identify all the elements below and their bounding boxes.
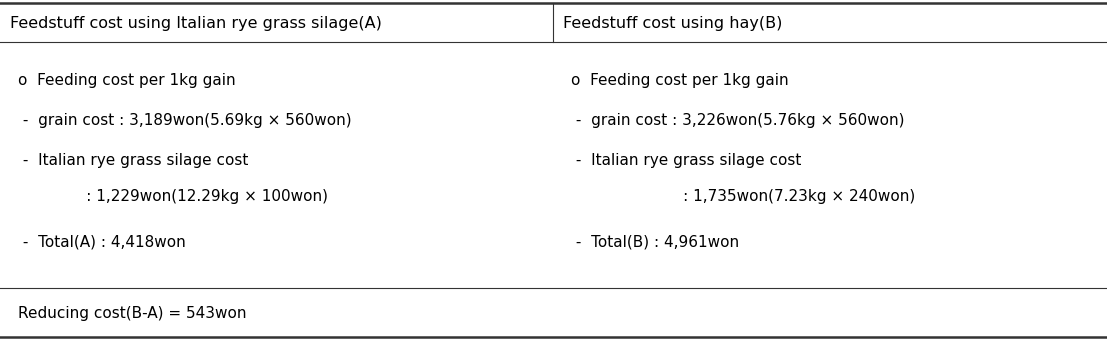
Text: -  Italian rye grass silage cost: - Italian rye grass silage cost bbox=[18, 153, 248, 168]
Text: Reducing cost(B-A) = 543won: Reducing cost(B-A) = 543won bbox=[18, 306, 247, 321]
Text: Feedstuff cost using Italian rye grass silage(A): Feedstuff cost using Italian rye grass s… bbox=[10, 16, 382, 31]
Text: : 1,735won(7.23kg × 240won): : 1,735won(7.23kg × 240won) bbox=[571, 188, 915, 204]
Text: o  Feeding cost per 1kg gain: o Feeding cost per 1kg gain bbox=[571, 72, 788, 87]
Text: -  Total(A) : 4,418won: - Total(A) : 4,418won bbox=[18, 235, 186, 250]
Text: -  grain cost : 3,189won(5.69kg × 560won): - grain cost : 3,189won(5.69kg × 560won) bbox=[18, 113, 352, 128]
Text: -  Total(B) : 4,961won: - Total(B) : 4,961won bbox=[571, 235, 739, 250]
Text: : 1,229won(12.29kg × 100won): : 1,229won(12.29kg × 100won) bbox=[18, 188, 328, 204]
Text: o  Feeding cost per 1kg gain: o Feeding cost per 1kg gain bbox=[18, 72, 236, 87]
Text: -  grain cost : 3,226won(5.76kg × 560won): - grain cost : 3,226won(5.76kg × 560won) bbox=[571, 113, 904, 128]
Text: Feedstuff cost using hay(B): Feedstuff cost using hay(B) bbox=[563, 16, 783, 31]
Text: -  Italian rye grass silage cost: - Italian rye grass silage cost bbox=[571, 153, 801, 168]
